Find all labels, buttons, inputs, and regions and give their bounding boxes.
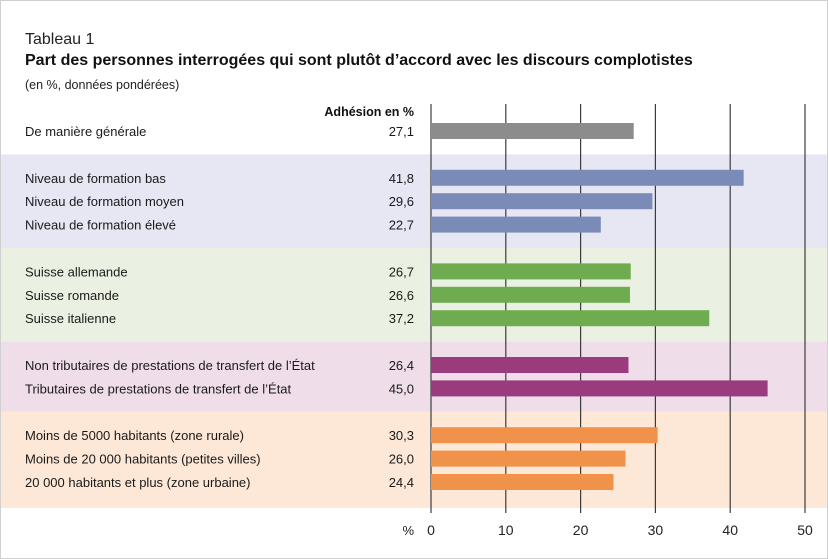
row-value: 27,1 — [389, 124, 414, 139]
group-band-region — [1, 248, 827, 342]
x-tick-label: 40 — [722, 522, 738, 538]
bar-habitants — [431, 450, 626, 467]
bar-habitants — [431, 427, 658, 444]
group-band-habitants — [1, 411, 827, 508]
row-value: 24,4 — [389, 475, 414, 490]
bar-prestations — [431, 380, 768, 397]
row-label: Niveau de formation bas — [25, 171, 166, 186]
bar-region — [431, 310, 710, 327]
x-tick-label: 50 — [797, 522, 813, 538]
row-label: Non tributaires de prestations de transf… — [25, 358, 315, 373]
value-column-header: Adhésion en % — [324, 105, 414, 119]
row-label: Suisse allemande — [25, 264, 128, 279]
bar-general — [431, 123, 634, 139]
row-value: 30,3 — [389, 428, 414, 443]
bar-region — [431, 263, 631, 280]
group-band-prestations — [1, 341, 827, 412]
row-value: 37,2 — [389, 311, 414, 326]
row-label: De manière générale — [25, 124, 146, 139]
row-value: 22,7 — [389, 218, 414, 233]
chart-title: Part des personnes interrogées qui sont … — [25, 52, 693, 69]
row-label: Moins de 20 000 habitants (petites ville… — [25, 452, 261, 467]
x-tick-label: 30 — [648, 522, 664, 538]
row-value: 29,6 — [389, 194, 414, 209]
x-axis-unit-label: % — [402, 523, 414, 538]
row-label: 20 000 habitants et plus (zone urbaine) — [25, 475, 251, 490]
bar-habitants — [431, 474, 614, 490]
x-tick-label: 10 — [498, 522, 514, 538]
x-tick-label: 20 — [573, 522, 589, 538]
bar-formation — [431, 193, 653, 210]
row-value: 45,0 — [389, 381, 414, 396]
bar-formation — [431, 216, 601, 233]
row-value: 41,8 — [389, 171, 414, 186]
row-label: Moins de 5000 habitants (zone rurale) — [25, 428, 244, 443]
row-value: 26,4 — [389, 358, 414, 373]
row-label: Tributaires de prestations de transfert … — [25, 381, 292, 396]
bar-prestations — [431, 357, 629, 373]
row-value: 26,6 — [389, 288, 414, 303]
row-label: Niveau de formation moyen — [25, 194, 184, 209]
row-label: Suisse romande — [25, 288, 119, 303]
row-value: 26,0 — [389, 452, 414, 467]
x-tick-label: 0 — [427, 522, 435, 538]
row-label: Niveau de formation élevé — [25, 218, 176, 233]
bar-region — [431, 286, 630, 303]
chart-subtitle: (en %, données pondérées) — [25, 78, 180, 92]
bar-formation — [431, 169, 744, 186]
table-number: Tableau 1 — [25, 31, 95, 48]
row-value: 26,7 — [389, 264, 414, 279]
row-label: Suisse italienne — [25, 311, 116, 326]
